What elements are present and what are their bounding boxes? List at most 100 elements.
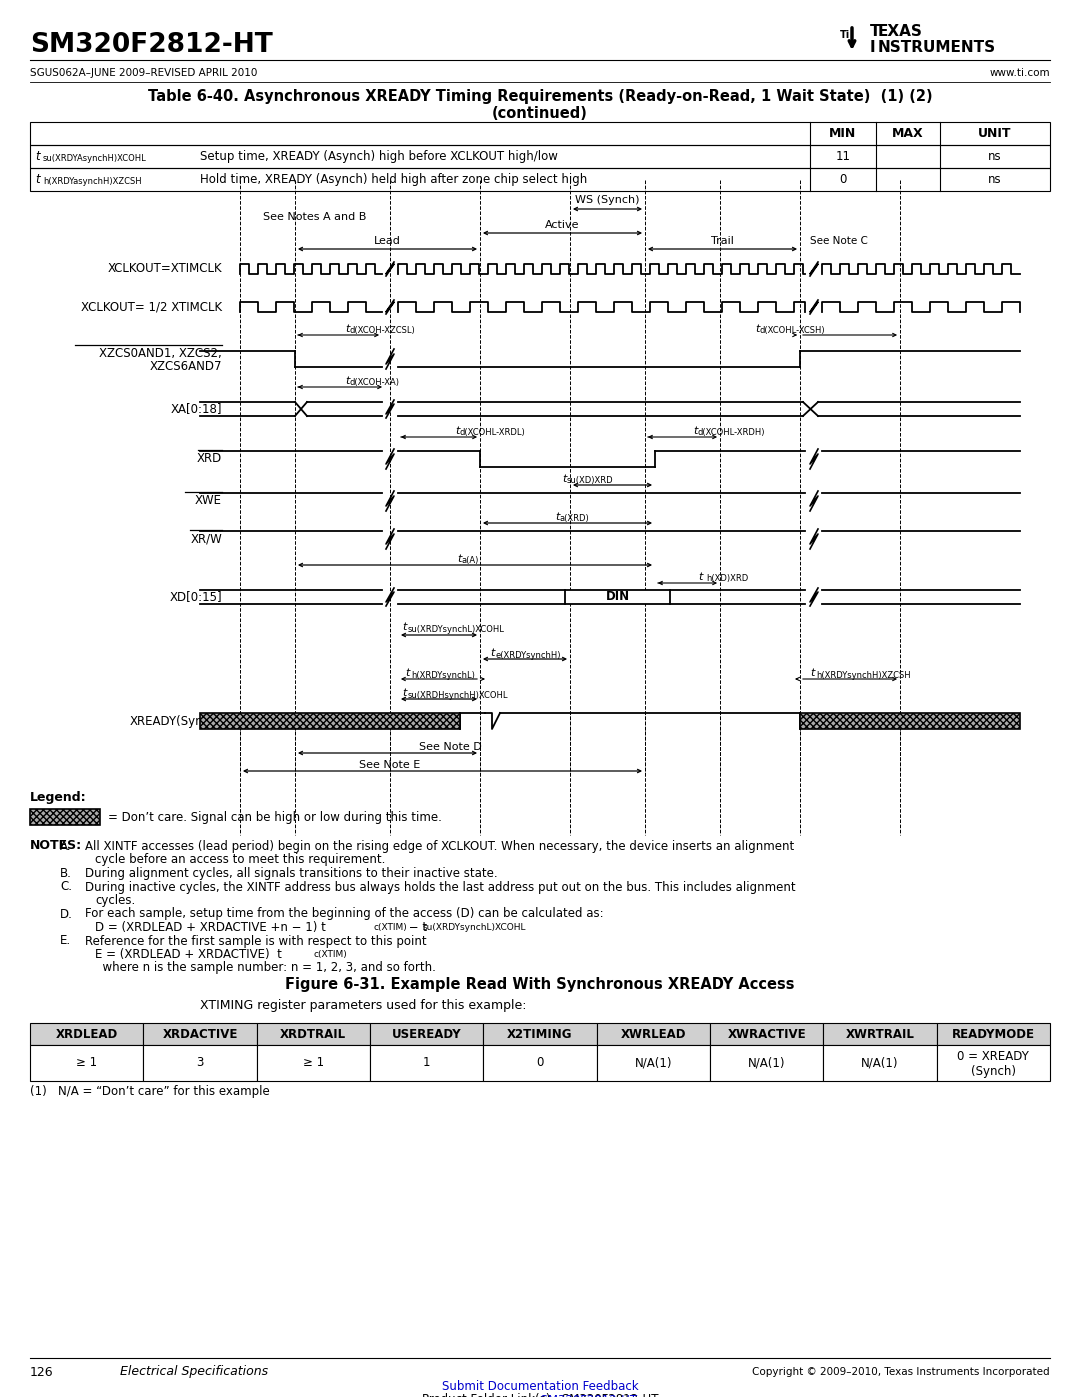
Text: t: t <box>346 376 350 386</box>
Text: t: t <box>555 511 561 522</box>
Text: t: t <box>346 324 350 334</box>
Text: t: t <box>405 668 409 678</box>
Bar <box>710 1045 823 1081</box>
Text: d(XCOHL-XCSH): d(XCOHL-XCSH) <box>760 327 825 335</box>
Text: SGUS062A–JUNE 2009–REVISED APRIL 2010: SGUS062A–JUNE 2009–REVISED APRIL 2010 <box>30 68 257 78</box>
Text: Product Folder Link(s):  SM320F2812-HT: Product Folder Link(s): SM320F2812-HT <box>422 1393 658 1397</box>
Text: XCLKOUT=XTIMCLK: XCLKOUT=XTIMCLK <box>107 263 222 275</box>
Text: d(XCOHL-XRDL): d(XCOHL-XRDL) <box>460 429 526 437</box>
Text: t: t <box>698 571 702 583</box>
Text: 0: 0 <box>537 1056 543 1070</box>
Text: T: T <box>870 25 880 39</box>
Bar <box>30 168 1050 191</box>
Text: NSTRUMENTS: NSTRUMENTS <box>878 41 996 56</box>
Bar <box>484 1023 596 1045</box>
Bar <box>144 1023 257 1045</box>
Text: DIN: DIN <box>606 591 630 604</box>
Text: t: t <box>810 668 814 678</box>
Text: All XINTF accesses (lead period) begin on the rising edge of XCLKOUT. When neces: All XINTF accesses (lead period) begin o… <box>85 840 794 854</box>
Bar <box>370 1045 484 1081</box>
Text: 11: 11 <box>836 149 851 163</box>
Text: E = (XRDLEAD + XRDACTIVE)  t: E = (XRDLEAD + XRDACTIVE) t <box>95 949 282 961</box>
Text: See Note E: See Note E <box>360 760 420 770</box>
Text: su(XRDYsynchL)XCOHL: su(XRDYsynchL)XCOHL <box>423 923 527 932</box>
Text: Trail: Trail <box>711 236 734 246</box>
Text: D = (XRDLEAD + XRDACTIVE +n − 1) t: D = (XRDLEAD + XRDACTIVE +n − 1) t <box>95 921 326 935</box>
Text: UNIT: UNIT <box>978 127 1012 140</box>
Text: N/A(1): N/A(1) <box>748 1056 785 1070</box>
Text: (continued): (continued) <box>492 106 588 120</box>
Text: su(XD)XRD: su(XD)XRD <box>567 476 613 486</box>
Text: For each sample, setup time from the beginning of the access (D) can be calculat: For each sample, setup time from the beg… <box>85 908 604 921</box>
Bar <box>936 1045 1050 1081</box>
Text: 1: 1 <box>423 1056 431 1070</box>
Text: c(XTIM): c(XTIM) <box>313 950 347 958</box>
Text: su(XRDYsynchL)XCOHL: su(XRDYsynchL)XCOHL <box>408 624 504 633</box>
Text: SM320F2812-HT: SM320F2812-HT <box>443 1393 637 1397</box>
Bar <box>200 712 460 729</box>
Text: NOTES:: NOTES: <box>30 840 82 852</box>
Text: XA[0:18]: XA[0:18] <box>171 402 222 415</box>
Text: XZCS6AND7: XZCS6AND7 <box>149 360 222 373</box>
Text: WS (Synch): WS (Synch) <box>575 196 639 205</box>
Text: Active: Active <box>545 219 580 231</box>
Text: XTIMING register parameters used for this example:: XTIMING register parameters used for thi… <box>200 999 527 1011</box>
Text: EXAS: EXAS <box>878 25 923 39</box>
Text: ns: ns <box>988 149 1002 163</box>
Text: 3: 3 <box>197 1056 204 1070</box>
Text: t: t <box>756 324 760 334</box>
Text: d(XCOH-XZCSL): d(XCOH-XZCSL) <box>350 327 416 335</box>
Text: Setup time, XREADY (Asynch) high before XCLKOUT high/low: Setup time, XREADY (Asynch) high before … <box>200 149 558 163</box>
Text: t: t <box>693 426 698 436</box>
Text: su(XRDHsynchH)XCOHL: su(XRDHsynchH)XCOHL <box>408 690 509 700</box>
Text: Submit Documentation Feedback: Submit Documentation Feedback <box>442 1379 638 1393</box>
Text: XREADY(Synch): XREADY(Synch) <box>130 714 222 728</box>
Text: t: t <box>35 149 40 163</box>
Bar <box>257 1023 370 1045</box>
Text: 0 = XREADY: 0 = XREADY <box>957 1051 1029 1063</box>
Bar <box>257 1045 370 1081</box>
Text: X2TIMING: X2TIMING <box>508 1028 572 1041</box>
Text: Ti: Ti <box>840 29 850 41</box>
Text: (Synch): (Synch) <box>971 1065 1016 1077</box>
Text: XCLKOUT= 1/2 XTIMCLK: XCLKOUT= 1/2 XTIMCLK <box>81 300 222 313</box>
Text: where n is the sample number: n = 1, 2, 3, and so forth.: where n is the sample number: n = 1, 2, … <box>95 961 436 975</box>
Text: I: I <box>870 41 876 56</box>
Text: XRDTRAIL: XRDTRAIL <box>281 1028 347 1041</box>
Text: Copyright © 2009–2010, Texas Instruments Incorporated: Copyright © 2009–2010, Texas Instruments… <box>753 1368 1050 1377</box>
Bar <box>823 1023 936 1045</box>
Bar <box>144 1045 257 1081</box>
Text: SM320F2812-HT: SM320F2812-HT <box>30 32 273 59</box>
Text: su(XRDYAsynchH)XCOHL: su(XRDYAsynchH)XCOHL <box>43 154 147 163</box>
Text: USEREADY: USEREADY <box>392 1028 461 1041</box>
Bar <box>936 1023 1050 1045</box>
Text: d(XCOHL-XRDH): d(XCOHL-XRDH) <box>698 429 766 437</box>
Bar <box>484 1045 596 1081</box>
Text: t: t <box>402 687 406 698</box>
Text: N/A(1): N/A(1) <box>635 1056 672 1070</box>
Text: www.ti.com: www.ti.com <box>989 68 1050 78</box>
Text: XR/W: XR/W <box>190 532 222 545</box>
Text: Legend:: Legend: <box>30 791 86 803</box>
Text: E.: E. <box>60 935 71 947</box>
Text: h(XRDYsynchH)XZCSH: h(XRDYsynchH)XZCSH <box>816 671 910 679</box>
Text: XD[0:15]: XD[0:15] <box>170 591 222 604</box>
Text: t: t <box>35 173 40 186</box>
Bar <box>30 145 1050 168</box>
Text: XRD: XRD <box>197 453 222 465</box>
Bar <box>30 1023 144 1045</box>
Bar <box>370 1023 484 1045</box>
Text: See Note C: See Note C <box>810 236 868 246</box>
Text: Electrical Specifications: Electrical Specifications <box>120 1365 268 1379</box>
Text: ns: ns <box>988 173 1002 186</box>
Bar <box>823 1045 936 1081</box>
Text: D.: D. <box>60 908 72 921</box>
Bar <box>30 122 1050 145</box>
Bar <box>30 1045 144 1081</box>
Text: t: t <box>490 648 495 658</box>
Text: h(XRDYsynchL): h(XRDYsynchL) <box>411 671 475 679</box>
Text: a(XRD): a(XRD) <box>561 514 590 524</box>
Text: Table 6-40. Asynchronous XREADY Timing Requirements (Ready-on-Read, 1 Wait State: Table 6-40. Asynchronous XREADY Timing R… <box>148 89 932 105</box>
Text: t: t <box>402 622 406 631</box>
Text: Lead: Lead <box>374 236 401 246</box>
